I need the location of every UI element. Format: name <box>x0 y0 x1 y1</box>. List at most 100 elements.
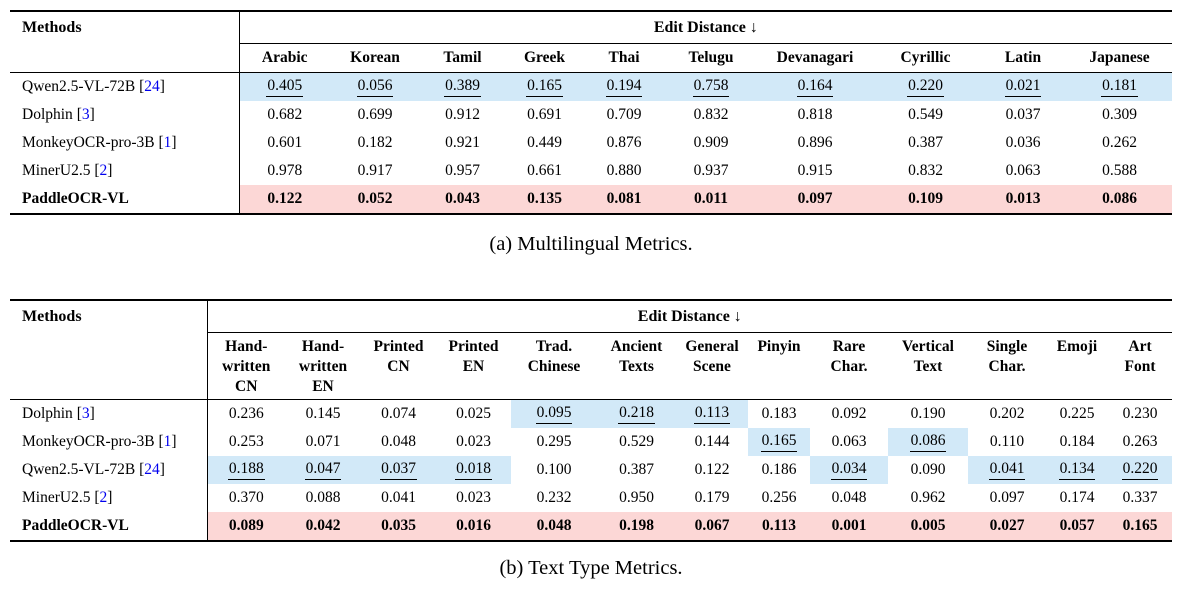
value-cell: 0.081 <box>584 185 664 214</box>
column-header: Arabic <box>238 43 330 73</box>
value-cell: 0.041 <box>381 489 416 506</box>
value-cell: 0.037 <box>1005 106 1041 123</box>
value-cell: 0.181 <box>1067 72 1173 101</box>
column-header: Pinyin <box>748 332 810 400</box>
table-row: MonkeyOCR-pro-3B [1] 0.601 0.182 0.921 0.449… <box>10 129 1172 157</box>
table-row: PaddleOCR-VL 0.122 0.052 0.043 0.135 0.081 0.0… <box>10 185 1173 214</box>
value-cell: 0.202 <box>989 405 1025 422</box>
column-header: Single Char. <box>968 332 1046 400</box>
edit-distance-group-header: Edit Distance ↓ <box>206 300 1173 333</box>
value-cell: 0.186 <box>761 461 797 478</box>
value-cell: 0.915 <box>797 162 833 179</box>
method-cell: Dolphin [3] <box>22 405 95 422</box>
method-cell: Qwen2.5-VL-72B [24] <box>22 461 165 478</box>
citation-link[interactable]: 2 <box>99 489 108 506</box>
citation-link[interactable]: 3 <box>81 106 90 123</box>
value-cell: 0.109 <box>872 185 979 214</box>
value-cell: 0.063 <box>1005 162 1041 179</box>
value-cell: 0.057 <box>1046 512 1108 541</box>
value-cell: 0.978 <box>238 157 330 185</box>
value-cell: 0.682 <box>238 101 330 129</box>
value-cell: 0.027 <box>968 512 1046 541</box>
value-cell: 0.122 <box>694 461 730 478</box>
value-cell: 0.001 <box>810 512 888 541</box>
citation-link[interactable]: 24 <box>144 78 160 95</box>
value-cell: 0.086 <box>888 428 968 456</box>
table-row: MinerU2.5 [2] 0.978 0.917 0.957 0.661 0.880 0.… <box>10 157 1172 185</box>
value-cell: 0.110 <box>989 433 1025 450</box>
value-cell: 0.048 <box>381 433 416 450</box>
value-cell: 0.071 <box>305 433 341 450</box>
value-cell: 0.179 <box>694 489 730 506</box>
value-cell: 0.122 <box>238 185 330 214</box>
value-cell: 0.164 <box>758 72 872 101</box>
citation-link[interactable]: 24 <box>144 461 160 478</box>
column-header: Vertical Text <box>888 332 968 400</box>
value-cell: 0.253 <box>206 428 285 456</box>
column-header: Latin <box>979 43 1067 73</box>
value-cell: 0.047 <box>285 456 361 484</box>
column-header: Cyrillic <box>872 43 979 73</box>
value-cell: 0.021 <box>979 72 1067 101</box>
value-cell: 0.086 <box>1067 185 1173 214</box>
multilingual-metrics-block: Methods Edit Distance ↓ Arabic Korean Tamil G… <box>10 10 1173 257</box>
value-cell: 0.588 <box>1102 162 1137 179</box>
value-cell: 0.074 <box>381 405 416 422</box>
value-cell: 0.067 <box>676 512 748 541</box>
value-cell: 0.183 <box>761 405 797 422</box>
text-type-metrics-block: Methods Edit Distance ↓ Hand- written CN Ha… <box>10 299 1173 581</box>
value-cell: 0.005 <box>888 512 968 541</box>
column-header: Printed EN <box>436 332 511 400</box>
value-cell: 0.309 <box>1102 106 1137 123</box>
value-cell: 0.549 <box>908 106 943 123</box>
column-header: Tamil <box>420 43 505 73</box>
value-cell: 0.011 <box>664 185 758 214</box>
value-cell: 0.896 <box>797 134 833 151</box>
value-cell: 0.092 <box>831 405 867 422</box>
method-cell: MonkeyOCR-pro-3B [1] <box>22 134 177 151</box>
column-header: Korean <box>330 43 420 73</box>
value-cell: 0.876 <box>606 134 642 151</box>
table-row: Dolphin [3] 0.236 0.145 0.074 0.025 0.095 0.21… <box>10 399 1172 428</box>
column-header: Rare Char. <box>810 332 888 400</box>
citation-link[interactable]: 1 <box>163 433 172 450</box>
value-cell: 0.144 <box>694 433 730 450</box>
value-cell: 0.048 <box>831 489 867 506</box>
value-cell: 0.042 <box>285 512 361 541</box>
value-cell: 0.190 <box>910 405 946 422</box>
value-cell: 0.198 <box>597 512 676 541</box>
value-cell: 0.758 <box>664 72 758 101</box>
value-cell: 0.832 <box>908 162 943 179</box>
value-cell: 0.034 <box>810 456 888 484</box>
value-cell: 0.691 <box>527 106 562 123</box>
value-cell: 0.089 <box>206 512 285 541</box>
table-row: MonkeyOCR-pro-3B [1] 0.253 0.071 0.048 0.023… <box>10 428 1172 456</box>
table-row: Qwen2.5-VL-72B [24] 0.188 0.047 0.037 0.018 0… <box>10 456 1173 484</box>
column-header: Greek <box>505 43 584 73</box>
value-cell: 0.016 <box>436 512 511 541</box>
column-header: Printed CN <box>361 332 436 400</box>
value-cell: 0.232 <box>536 489 572 506</box>
citation-link[interactable]: 3 <box>81 405 90 422</box>
value-cell: 0.601 <box>238 129 330 157</box>
value-cell: 0.832 <box>693 106 729 123</box>
value-cell: 0.188 <box>206 456 285 484</box>
value-cell: 0.699 <box>357 106 393 123</box>
value-cell: 0.962 <box>910 489 946 506</box>
value-cell: 0.184 <box>1059 433 1095 450</box>
table-row: Qwen2.5-VL-72B [24] 0.405 0.056 0.389 0.165 0… <box>10 72 1173 101</box>
value-cell: 0.018 <box>436 456 511 484</box>
column-header: Emoji <box>1046 332 1108 400</box>
value-cell: 0.957 <box>445 162 480 179</box>
citation-link[interactable]: 2 <box>99 162 108 179</box>
method-cell: MinerU2.5 [2] <box>22 162 113 179</box>
citation-link[interactable]: 1 <box>163 134 172 151</box>
method-cell: PaddleOCR-VL <box>22 517 129 534</box>
value-cell: 0.052 <box>330 185 420 214</box>
value-cell: 0.013 <box>979 185 1067 214</box>
value-cell: 0.134 <box>1046 456 1108 484</box>
value-cell: 0.262 <box>1102 134 1137 151</box>
column-header: Hand- written CN <box>206 332 285 400</box>
value-cell: 0.165 <box>505 72 584 101</box>
value-cell: 0.165 <box>748 428 810 456</box>
